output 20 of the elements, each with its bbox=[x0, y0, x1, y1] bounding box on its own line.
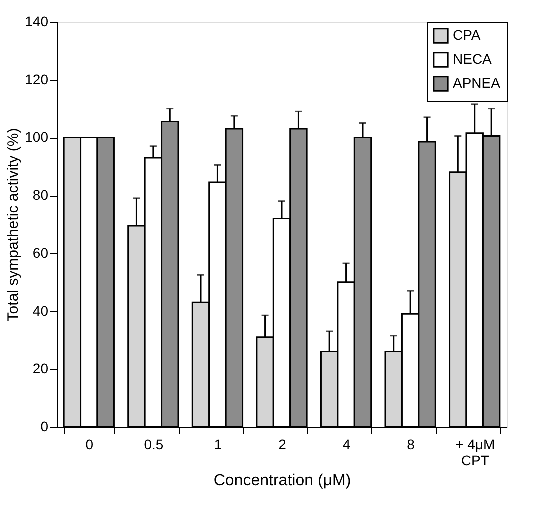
y-tick-label: 20 bbox=[32, 360, 49, 377]
x-tick-label: 2 bbox=[278, 436, 287, 452]
y-tick-label: 80 bbox=[32, 187, 49, 204]
x-tick-label: 0.5 bbox=[144, 436, 164, 452]
y-tick-label: 0 bbox=[40, 418, 49, 434]
y-tick-label: 60 bbox=[32, 244, 49, 261]
legend-label: APNEA bbox=[453, 75, 502, 91]
y-tick-label: 140 bbox=[25, 14, 49, 30]
legend-label: CPA bbox=[453, 27, 482, 43]
x-tick-label: 0 bbox=[86, 436, 94, 452]
y-tick-label: 40 bbox=[32, 302, 49, 319]
x-tick-label: 8 bbox=[407, 436, 416, 452]
legend-label: NECA bbox=[453, 51, 493, 67]
x-tick-label: 1 bbox=[214, 436, 222, 452]
x-axis-title: Concentration (μM) bbox=[214, 472, 352, 490]
x-tick-label: 4 bbox=[342, 436, 351, 452]
y-tick-label: 100 bbox=[25, 129, 49, 146]
x-tick-label: + 4μM CPT bbox=[456, 436, 496, 468]
y-tick-label: 120 bbox=[25, 71, 49, 88]
y-axis-title: Total sympathetic activity (%) bbox=[5, 128, 22, 322]
